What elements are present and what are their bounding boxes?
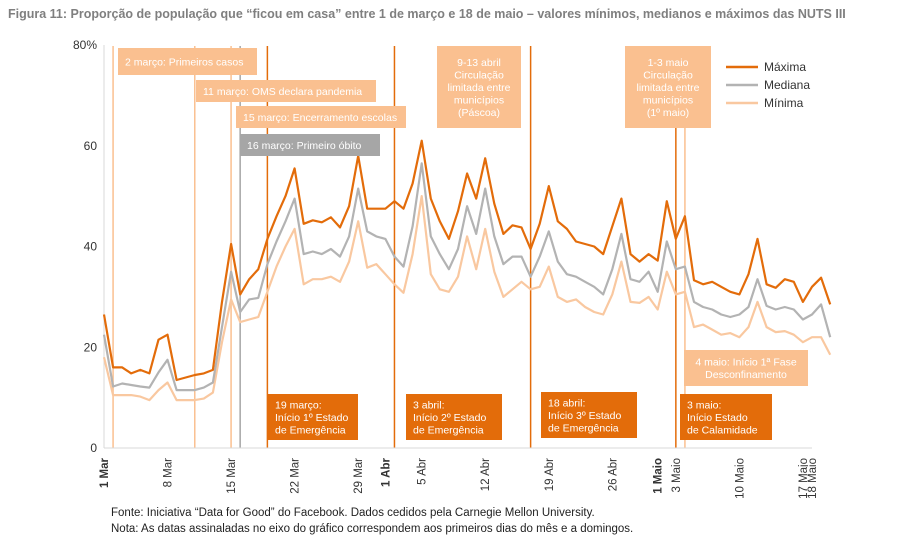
footer-source: Fonte: Iniciativa “Data for Good” do Fac… (111, 507, 595, 519)
x-tick-label: 22 Mar (290, 458, 302, 494)
axes (103, 45, 812, 449)
annotation-box-a10 (680, 394, 772, 440)
x-tick-label: 18 Maio (807, 458, 819, 499)
annotation-box-a2 (196, 80, 376, 102)
annotation-text-a6: de Emergência (413, 424, 484, 436)
annotation-text-a6: 3 abril: (413, 399, 445, 411)
footer: Fonte: Iniciativa “Data for Good” do Fac… (111, 505, 633, 537)
annotation-box-a1 (118, 48, 257, 75)
annotation-text-a7: 18 abril: (548, 397, 585, 409)
y-tick-label: 80% (73, 38, 97, 52)
annotations: 2 março: Primeiros casos 11 março: OMS de… (118, 46, 808, 440)
y-tick-labels: 0 20 40 60 80% (73, 38, 97, 455)
x-tick-label: 10 Maio (734, 458, 746, 499)
annotation-box-a5 (268, 394, 358, 440)
annotation-text-a8: (Páscoa) (458, 107, 500, 119)
x-tick-label: 1 Abr (380, 457, 392, 486)
series-line-0 (102, 139, 832, 382)
series-group (102, 139, 832, 402)
x-tick-label: 26 Abr (607, 458, 619, 491)
x-tick-label: 5 Abr (417, 458, 429, 485)
annotation-text-a11: Desconfinamento (705, 369, 787, 381)
x-tick-label: 17 Maio (798, 458, 810, 499)
annotation-text-a1: 2 março: Primeiros casos (125, 56, 243, 68)
y-tick-label: 20 (84, 340, 98, 354)
x-tick-label: 8 Mar (163, 458, 175, 488)
annotation-text-a8: Circulação (454, 69, 504, 81)
x-tick-label: 1 Mar (99, 457, 111, 488)
x-tick-labels: 1 Mar 8 Mar 15 Mar 22 Mar 29 Mar 1 Abr 5 Abr 12… (99, 457, 819, 498)
annotation-text-a5: Início 1º Estado (275, 412, 348, 424)
annotation-text-a3: 15 março: Encerramento escolas (243, 112, 397, 124)
legend-label-0: Máxima (764, 60, 806, 74)
annotation-text-a8: 9-13 abril (457, 57, 501, 69)
series-line-1 (102, 162, 832, 392)
annotation-text-a5: 19 março: (275, 399, 322, 411)
annotation-box-a7 (541, 392, 637, 438)
x-tick-label: 15 Mar (226, 458, 238, 494)
annotation-text-a5: de Emergência (275, 424, 346, 436)
footer-note: Nota: As datas assinaladas no eixo do gr… (111, 523, 634, 535)
annotation-text-a9: municípios (643, 94, 693, 106)
annotation-text-a10: de Calamidade (687, 424, 758, 436)
annotation-box-a9 (625, 46, 711, 128)
annotation-text-a9: 1-3 maio (648, 57, 689, 69)
annotation-box-a6 (406, 394, 502, 440)
annotation-text-a8: limitada entre (447, 82, 510, 94)
annotation-text-a8: municípios (454, 94, 504, 106)
x-tick-label: 29 Mar (353, 458, 365, 494)
annotation-box-a3 (236, 106, 406, 128)
figure-title: Figura 11: Proporção de população que “f… (8, 7, 846, 21)
annotation-text-a9: Circulação (643, 69, 693, 81)
x-tick-label: 1 Maio (653, 458, 665, 494)
annotation-box-a8 (437, 46, 521, 128)
annotation-text-a2: 11 março: OMS declara pandemia (203, 86, 362, 98)
annotation-text-a7: de Emergência (548, 422, 619, 434)
x-tick-label: 12 Abr (480, 458, 492, 491)
annotation-text-a4: 16 março: Primeiro óbito (247, 140, 362, 152)
legend: Máxima Mediana Mínima (726, 60, 810, 110)
annotation-box-a4 (240, 134, 380, 156)
legend-label-1: Mediana (764, 78, 810, 92)
x-tick-label: 19 Abr (544, 458, 556, 491)
y-tick-label: 60 (84, 139, 98, 153)
series-line-2 (102, 195, 832, 402)
annotation-text-a10: Início Estado (687, 412, 748, 424)
y-tick-label: 40 (84, 240, 98, 254)
annotation-text-a9: limitada entre (636, 82, 699, 94)
x-tick-label: 3 Maio (671, 458, 683, 493)
annotation-text-a11: 4 maio: Início 1ª Fase (695, 357, 797, 369)
annotation-text-a10: 3 maio: (687, 399, 721, 411)
y-tick-label: 0 (90, 441, 97, 455)
annotation-box-a11 (684, 350, 808, 386)
annotation-text-a7: Início 3º Estado (548, 410, 621, 422)
annotation-text-a9: (1º maio) (647, 107, 689, 119)
annotation-text-a6: Início 2º Estado (413, 412, 486, 424)
legend-label-2: Mínima (764, 96, 804, 110)
